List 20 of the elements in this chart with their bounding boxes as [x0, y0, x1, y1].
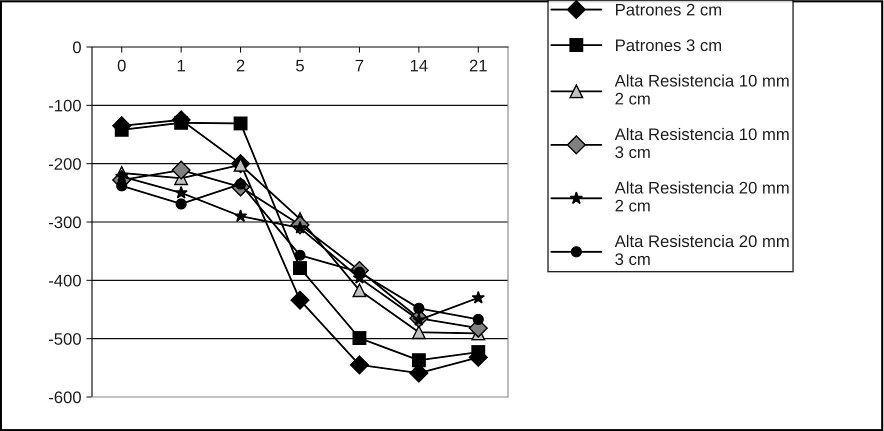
y-tick-label: -500: [48, 333, 81, 345]
legend-label: Alta Resistencia 10 mm 2 cm: [614, 74, 789, 105]
legend-label: Patrones 2 cm: [616, 4, 722, 16]
y-tick-label: -300: [48, 216, 81, 228]
y-tick-label: 0: [72, 41, 81, 54]
legend-label: Alta Resistencia 20 mm 2 cm: [614, 181, 789, 212]
legend-label: Alta Resistencia 10 mm 3 cm: [614, 128, 789, 158]
x-tick-label: 14: [410, 60, 428, 72]
legend-label: Patrones 3 cm: [616, 39, 722, 52]
x-tick-label: 21: [470, 60, 487, 72]
y-tick-label: -200: [48, 158, 81, 170]
x-tick-label: 1: [178, 60, 185, 72]
x-tick-label: 7: [356, 60, 364, 72]
y-tick-label: -600: [48, 391, 81, 404]
x-tick-label: 5: [296, 60, 304, 72]
y-tick-label: -100: [48, 100, 81, 112]
x-tick-label: 0: [118, 60, 126, 72]
y-tick-label: -400: [48, 274, 81, 287]
x-tick-label: 2: [236, 60, 244, 72]
legend-label: Alta Resistencia 20 mm 3 cm: [614, 234, 789, 266]
